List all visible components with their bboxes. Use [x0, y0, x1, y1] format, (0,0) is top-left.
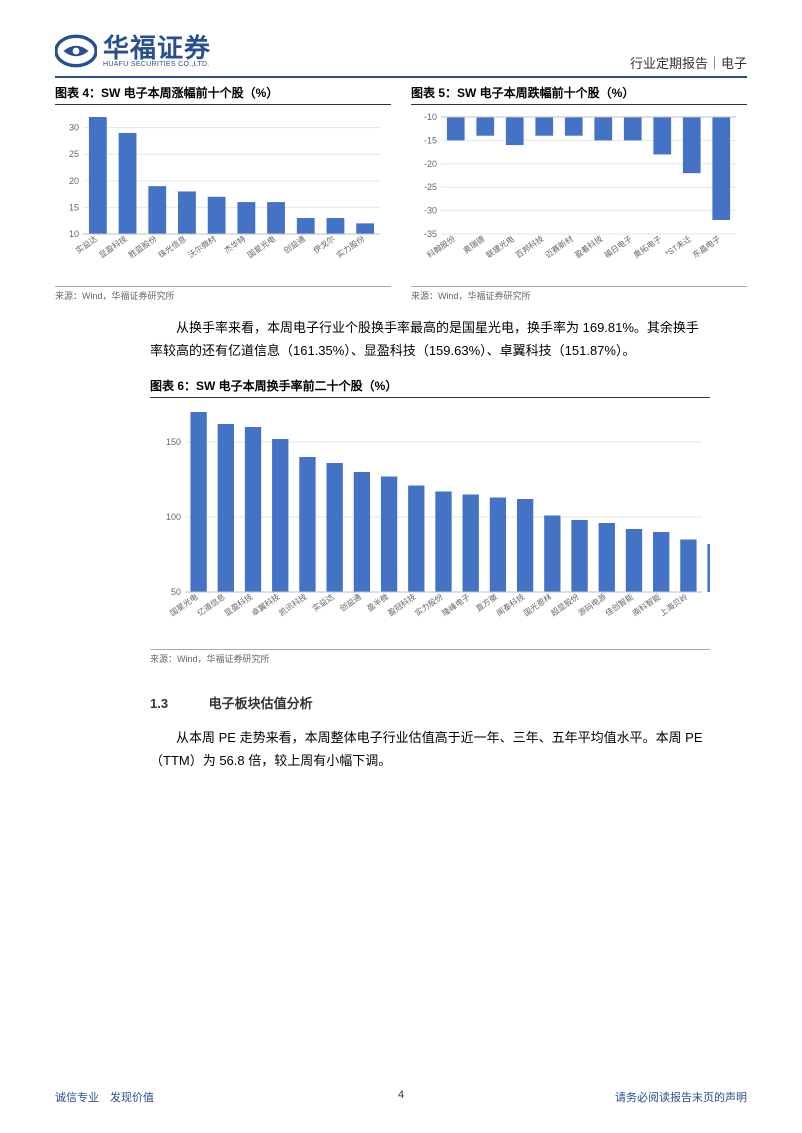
chart-6-title: 图表 6：SW 电子本周换手率前二十个股（%） [150, 377, 710, 398]
svg-text:百邦科技: 百邦科技 [513, 233, 545, 260]
svg-text:显盈科技: 显盈科技 [97, 233, 129, 260]
logo-block: 华福证券 HUAFU SECURITIES CO.,LTD. [55, 30, 211, 72]
page-footer: 诚信专业 发现价值 4 请务必阅读报告末页的声明 [0, 1089, 802, 1105]
svg-text:25: 25 [69, 149, 79, 159]
svg-text:15: 15 [69, 202, 79, 212]
svg-text:20: 20 [69, 176, 79, 186]
section-number: 1.3 [150, 696, 205, 711]
top-charts-row: 图表 4：SW 电子本周涨幅前十个股（%） 1015202530实益达显盈科技胜… [55, 84, 747, 302]
footer-page-number: 4 [398, 1089, 404, 1101]
section-title: 电子板块估值分析 [209, 696, 313, 711]
svg-text:实力股份: 实力股份 [413, 591, 445, 618]
svg-text:奥拓电子: 奥拓电子 [631, 233, 663, 260]
chart-6-source: 来源：Wind，华福证券研究所 [150, 649, 710, 665]
svg-text:闻泰科技: 闻泰科技 [494, 591, 526, 618]
chart-4: 图表 4：SW 电子本周涨幅前十个股（%） 1015202530实益达显盈科技胜… [55, 84, 391, 302]
chart-4-svg: 1015202530实益达显盈科技胜蓝股份珠光信息沃尔微材杰华特国星光电创益通伊… [55, 109, 385, 279]
svg-text:实力股份: 实力股份 [334, 233, 366, 260]
svg-text:超显股份: 超显股份 [549, 591, 581, 618]
footer-right: 请务必阅读报告末页的声明 [615, 1089, 747, 1105]
svg-text:150: 150 [166, 437, 181, 447]
svg-text:胜蓝股份: 胜蓝股份 [126, 233, 158, 260]
svg-text:-10: -10 [424, 112, 437, 122]
page-header: 华福证券 HUAFU SECURITIES CO.,LTD. 行业定期报告｜电子 [55, 30, 747, 78]
svg-text:盈冠科技: 盈冠科技 [385, 591, 417, 618]
svg-text:国星光电: 国星光电 [245, 233, 277, 260]
svg-text:凯讯科技: 凯讯科技 [277, 591, 309, 618]
logo-cn-text: 华福证券 [103, 35, 211, 61]
svg-text:50: 50 [171, 587, 181, 597]
svg-text:联建光电: 联建光电 [484, 233, 516, 260]
chart-4-source: 来源：Wind，华福证券研究所 [55, 286, 391, 302]
chart-4-title: 图表 4：SW 电子本周涨幅前十个股（%） [55, 84, 391, 105]
svg-text:福日电子: 福日电子 [602, 233, 634, 260]
svg-text:南科智能: 南科智能 [630, 591, 662, 618]
chart-5-source: 来源：Wind，华福证券研究所 [411, 286, 747, 302]
svg-text:隆峰电子: 隆峰电子 [440, 591, 472, 618]
section-heading: 1.3 电子板块估值分析 [150, 693, 747, 712]
svg-text:创益通: 创益通 [338, 591, 363, 613]
footer-left: 诚信专业 发现价值 [55, 1089, 154, 1105]
svg-text:国光恩林: 国光恩林 [522, 591, 554, 618]
svg-text:杰华特: 杰华特 [222, 233, 247, 255]
svg-text:30: 30 [69, 123, 79, 133]
svg-text:迈赛新材: 迈赛新材 [543, 233, 575, 260]
svg-text:沃尔微材: 沃尔微材 [186, 233, 218, 260]
paragraph-1: 从换手率来看，本周电子行业个股换手率最高的是国星光电，换手率为 169.81%。… [150, 316, 705, 363]
chart-5: 图表 5：SW 电子本周跌幅前十个股（%） -35 -30 -25 -20 -15 -10… [411, 84, 747, 302]
chart-6: 图表 6：SW 电子本周换手率前二十个股（%） 50100150国星光电亿道信息… [150, 377, 710, 665]
svg-text:-20: -20 [424, 159, 437, 169]
logo-icon [55, 30, 97, 72]
header-right-text: 行业定期报告｜电子 [630, 53, 747, 72]
svg-text:亿道信息: 亿道信息 [195, 591, 227, 618]
svg-text:*ST未迁: *ST未迁 [663, 233, 693, 258]
svg-text:上海贝岭: 上海贝岭 [658, 591, 690, 618]
chart-5-svg: -35-30-25-20-15-10科翰股份奥瑞德联建光电百邦科技迈赛新材盈着科… [411, 109, 741, 279]
svg-text:100: 100 [166, 512, 181, 522]
svg-text:10: 10 [69, 229, 79, 239]
svg-text:珠光信息: 珠光信息 [156, 233, 188, 260]
logo-en-text: HUAFU SECURITIES CO.,LTD. [103, 61, 211, 68]
paragraph-2: 从本周 PE 走势来看，本周整体电子行业估值高于近一年、三年、五年平均值水平。本… [150, 726, 705, 773]
svg-text:伊戈尔: 伊戈尔 [311, 233, 336, 255]
svg-text:实益达: 实益达 [310, 591, 335, 613]
svg-text:奥瑞德: 奥瑞德 [461, 233, 486, 255]
svg-text:-30: -30 [424, 206, 437, 216]
svg-text:盈着科技: 盈着科技 [572, 233, 604, 260]
svg-text:创益通: 创益通 [282, 233, 307, 255]
svg-text:-15: -15 [424, 135, 437, 145]
svg-text:佳创智能: 佳创智能 [603, 591, 635, 618]
chart-6-svg: 50100150国星光电亿道信息显盈科技卓翼科技凯讯科技实益达创益通盈半微盈冠科… [150, 402, 710, 642]
svg-text:卓翼科技: 卓翼科技 [249, 591, 281, 618]
svg-text:源码电源: 源码电源 [576, 591, 608, 618]
svg-text:-25: -25 [424, 182, 437, 192]
svg-text:-35: -35 [424, 229, 437, 239]
svg-text:显盈科技: 显盈科技 [222, 591, 254, 618]
chart-5-title: 图表 5：SW 电子本周跌幅前十个股（%） [411, 84, 747, 105]
svg-text:东晶电子: 东晶电子 [690, 233, 722, 260]
